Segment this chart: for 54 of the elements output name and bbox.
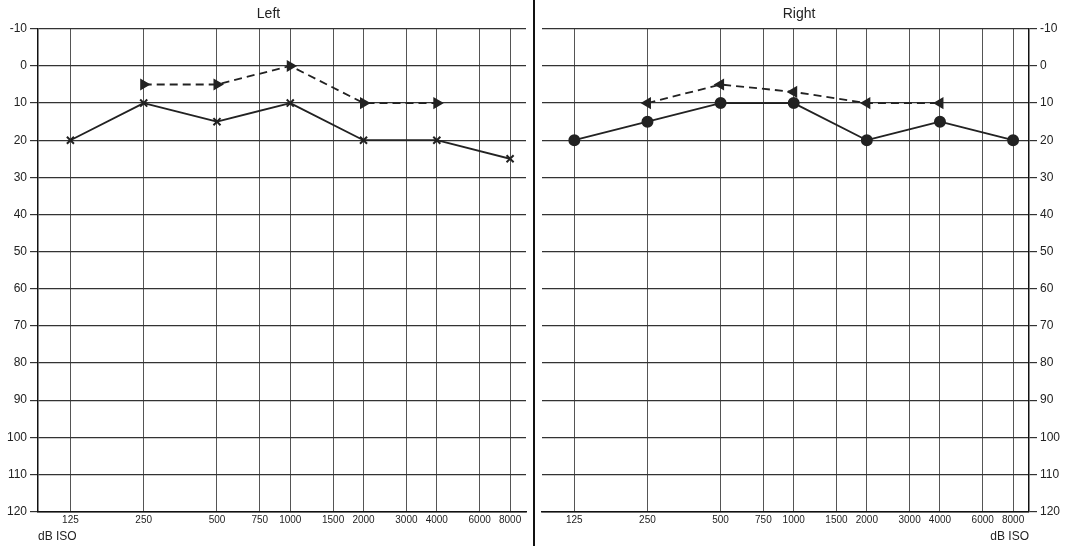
x-tick-label: 1000 (279, 514, 302, 526)
x-tick-label: 3000 (898, 514, 922, 526)
chart-title: Left (256, 5, 281, 22)
x-tick-label: 1500 (825, 514, 849, 526)
x-tick-label: 4000 (425, 514, 449, 526)
x-tick-label: 1500 (321, 514, 345, 526)
y-tick-label: 110 (7, 466, 28, 481)
chart-title: Right (782, 5, 816, 22)
y-tick-label: 60 (13, 281, 28, 296)
x-tick-label: 2000 (855, 514, 879, 526)
y-tick-label: 60 (1039, 281, 1054, 296)
x-tick-label: 1000 (782, 514, 806, 526)
x-tick-label: 6000 (468, 514, 492, 526)
y-tick-label: 10 (1039, 95, 1054, 110)
x-tick-label: 2000 (352, 514, 376, 526)
y-tick-label: 80 (13, 355, 28, 370)
y-tick-label: 80 (1039, 355, 1054, 370)
x-tick-label: 8000 (498, 514, 522, 526)
y-tick-label: 40 (1039, 206, 1054, 221)
x-tick-label: 250 (639, 514, 657, 526)
y-tick-label: 10 (13, 95, 28, 110)
x-tick-label: 4000 (928, 514, 952, 526)
x-axis-title: dB ISO (990, 529, 1029, 544)
y-tick-label: -10 (1039, 21, 1058, 36)
x-tick-label: 500 (712, 514, 730, 526)
y-tick-label: -10 (9, 21, 28, 36)
y-tick-label: 70 (13, 318, 28, 333)
y-tick-label: 120 (6, 503, 28, 518)
x-tick-label: 750 (251, 514, 269, 526)
x-tick-label: 500 (208, 514, 226, 526)
x-tick-label: 8000 (1001, 514, 1025, 526)
y-tick-label: 50 (13, 243, 28, 258)
x-tick-label: 125 (565, 514, 584, 526)
x-tick-label: 6000 (971, 514, 995, 526)
y-tick-label: 50 (1039, 243, 1054, 258)
y-tick-label: 90 (1039, 392, 1054, 407)
y-tick-label: 100 (1039, 429, 1061, 444)
y-tick-label: 20 (1039, 132, 1054, 147)
y-tick-label: 30 (1039, 169, 1054, 184)
y-tick-label: 70 (1039, 318, 1054, 333)
y-tick-label: 20 (13, 132, 28, 147)
y-tick-label: 40 (13, 206, 28, 221)
x-tick-label: 3000 (395, 514, 418, 526)
x-axis-title: dB ISO (38, 529, 77, 544)
x-tick-label: 250 (135, 514, 153, 526)
y-tick-label: 110 (1039, 466, 1060, 481)
y-tick-label: 120 (1039, 503, 1061, 518)
y-tick-label: 0 (1039, 58, 1047, 73)
y-tick-label: 30 (13, 169, 28, 184)
x-tick-label: 750 (755, 514, 773, 526)
y-tick-label: 0 (20, 58, 28, 73)
y-tick-label: 100 (6, 429, 28, 444)
x-tick-label: 125 (62, 514, 80, 526)
y-tick-label: 90 (13, 392, 28, 407)
